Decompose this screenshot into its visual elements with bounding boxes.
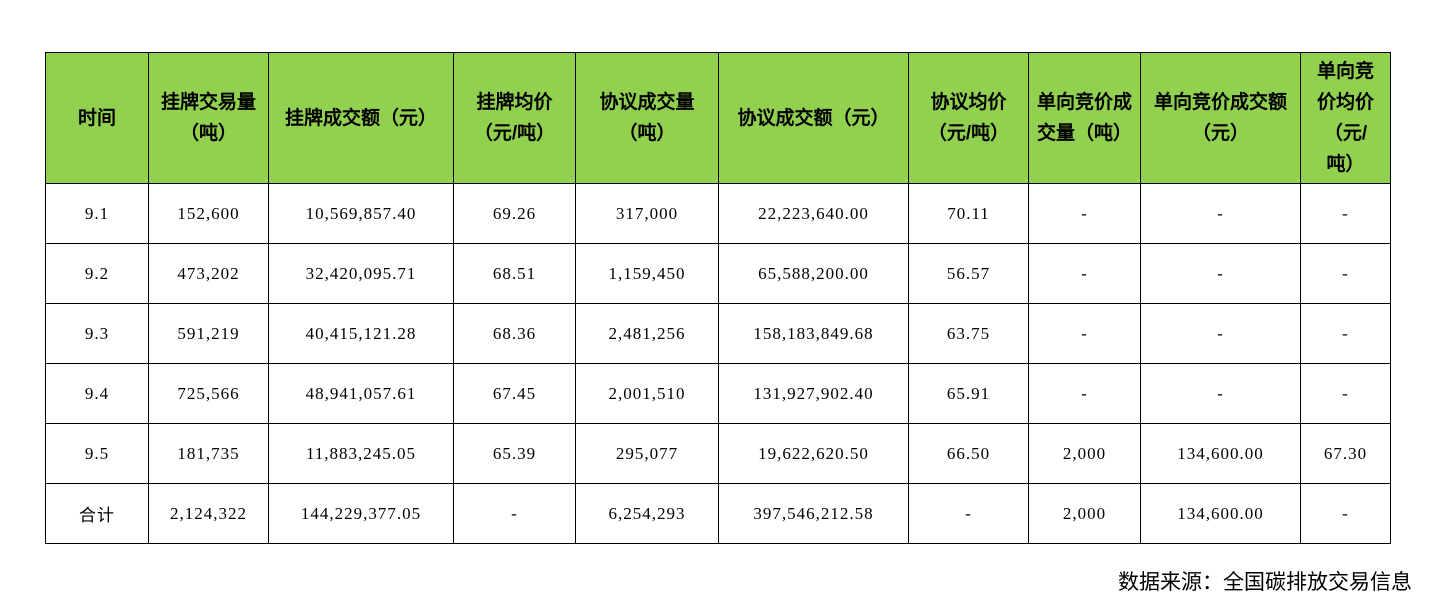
table-cell: 67.45 [453,363,576,424]
table-cell: 6,254,293 [575,483,719,544]
table-cell: 65,588,200.00 [718,243,909,304]
table-cell: 40,415,121.28 [268,303,454,364]
table-cell: 473,202 [148,243,269,304]
table-cell: - [1300,243,1391,304]
header-cell-auction-volume: 单向竞价成 交量（吨） [1028,52,1141,184]
table-cell: 591,219 [148,303,269,364]
table-cell: 317,000 [575,183,719,244]
table-row-9-2: 9.2 473,202 32,420,095.71 68.51 1,159,45… [45,243,1391,304]
table-cell: - [1140,183,1301,244]
table-row-9-1: 9.1 152,600 10,569,857.40 69.26 317,000 … [45,183,1391,244]
table-cell: - [1140,243,1301,304]
table-row-9-3: 9.3 591,219 40,415,121.28 68.36 2,481,25… [45,303,1391,364]
header-cell-auction-avg-price: 单向竞 价均价 （元/ 吨） [1300,52,1391,184]
table-cell: 2,124,322 [148,483,269,544]
header-cell-agreement-avg-price: 协议均价 （元/吨） [908,52,1029,184]
table-cell: 131,927,902.40 [718,363,909,424]
carbon-trading-table-wrap: 时间 挂牌交易量 （吨） 挂牌成交额（元） 挂牌均价 （元/吨） 协议成交量 （… [45,52,1391,544]
table-cell: 9.1 [45,183,149,244]
table-cell: 48,941,057.61 [268,363,454,424]
table-cell: 2,000 [1028,483,1141,544]
table-cell: - [908,483,1029,544]
table-cell: 397,546,212.58 [718,483,909,544]
table-cell: - [1300,303,1391,364]
table-cell: 10,569,857.40 [268,183,454,244]
table-cell: 22,223,640.00 [718,183,909,244]
header-cell-auction-amount: 单向竞价成交额 （元） [1140,52,1301,184]
table-cell: 9.5 [45,423,149,484]
table-cell: 9.3 [45,303,149,364]
table-cell: 9.4 [45,363,149,424]
table-header-row: 时间 挂牌交易量 （吨） 挂牌成交额（元） 挂牌均价 （元/吨） 协议成交量 （… [45,52,1391,184]
table-cell: 134,600.00 [1140,483,1301,544]
header-cell-agreement-volume: 协议成交量 （吨） [575,52,719,184]
table-cell: 725,566 [148,363,269,424]
header-cell-agreement-amount: 协议成交额（元） [718,52,909,184]
header-cell-listed-avg-price: 挂牌均价 （元/吨） [453,52,576,184]
table-cell: 9.2 [45,243,149,304]
table-cell: 19,622,620.50 [718,423,909,484]
table-cell: - [1028,363,1141,424]
table-cell: 69.26 [453,183,576,244]
table-cell: - [1028,303,1141,364]
table-cell: 32,420,095.71 [268,243,454,304]
table-cell: 11,883,245.05 [268,423,454,484]
data-source-note: 数据来源：全国碳排放交易信息 [1118,570,1412,594]
table-cell: 2,001,510 [575,363,719,424]
table-cell: - [1300,183,1391,244]
table-cell: - [1140,303,1301,364]
table-cell: 70.11 [908,183,1029,244]
table-cell: 67.30 [1300,423,1391,484]
table-row-9-4: 9.4 725,566 48,941,057.61 67.45 2,001,51… [45,363,1391,424]
table-cell: - [1140,363,1301,424]
table-cell: 65.39 [453,423,576,484]
table-cell: - [1028,183,1141,244]
table-cell: 152,600 [148,183,269,244]
table-cell: 144,229,377.05 [268,483,454,544]
table-cell: 68.51 [453,243,576,304]
table-cell: 2,000 [1028,423,1141,484]
table-cell: 65.91 [908,363,1029,424]
table-cell: 63.75 [908,303,1029,364]
table-cell: 158,183,849.68 [718,303,909,364]
table-cell: 56.57 [908,243,1029,304]
table-cell: 181,735 [148,423,269,484]
table-row-total: 合计 2,124,322 144,229,377.05 - 6,254,293 … [45,483,1391,544]
header-cell-listed-amount: 挂牌成交额（元） [268,52,454,184]
carbon-trading-table: 时间 挂牌交易量 （吨） 挂牌成交额（元） 挂牌均价 （元/吨） 协议成交量 （… [45,52,1391,544]
table-cell: 2,481,256 [575,303,719,364]
table-cell: - [1028,243,1141,304]
header-cell-listed-volume: 挂牌交易量 （吨） [148,52,269,184]
table-cell: 合计 [45,483,149,544]
table-cell: 68.36 [453,303,576,364]
table-cell: - [453,483,576,544]
table-cell: - [1300,483,1391,544]
table-cell: - [1300,363,1391,424]
table-cell: 1,159,450 [575,243,719,304]
table-row-9-5: 9.5 181,735 11,883,245.05 65.39 295,077 … [45,423,1391,484]
header-cell-time: 时间 [45,52,149,184]
table-cell: 66.50 [908,423,1029,484]
table-cell: 295,077 [575,423,719,484]
table-cell: 134,600.00 [1140,423,1301,484]
